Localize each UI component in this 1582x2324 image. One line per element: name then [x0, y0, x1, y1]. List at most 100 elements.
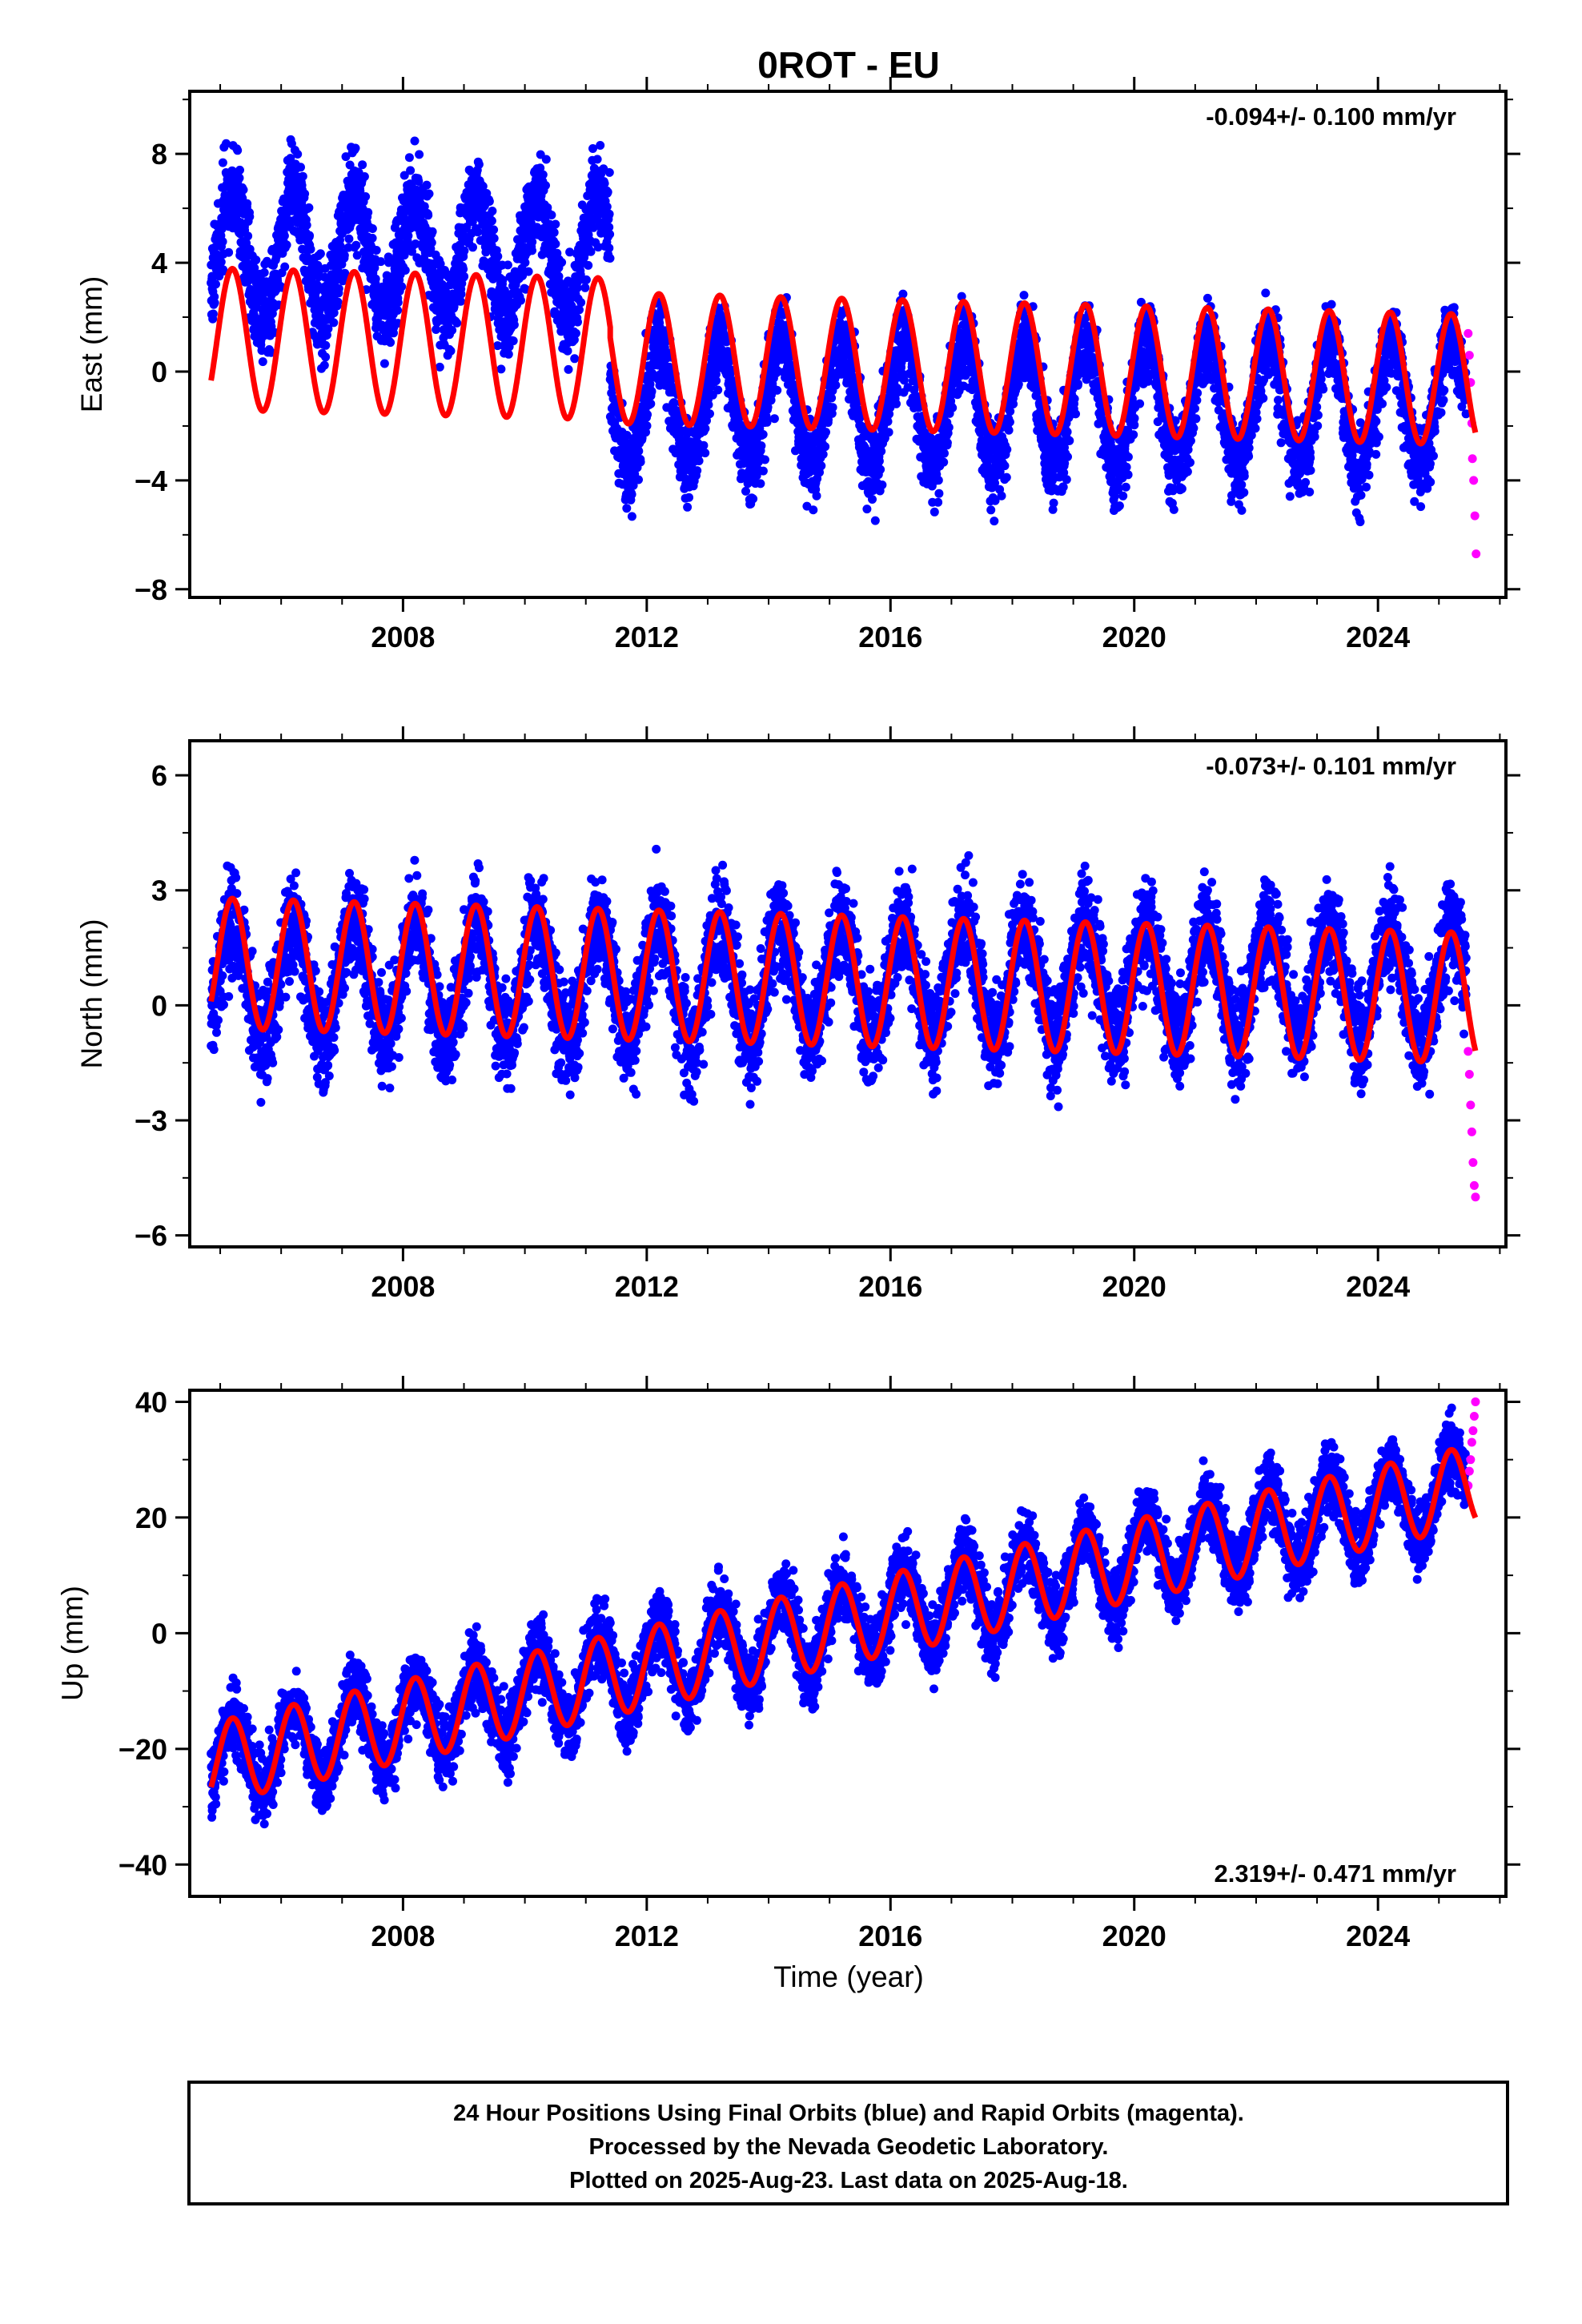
east-final-orbit-point — [557, 258, 567, 267]
east-final-orbit-point — [1019, 291, 1029, 300]
east-final-orbit-point — [693, 466, 702, 476]
east-final-orbit-point — [304, 203, 314, 212]
east-final-orbit-point — [363, 207, 373, 217]
east-final-orbit-point — [473, 227, 483, 237]
east-final-orbit-point — [1063, 452, 1072, 461]
east-final-orbit-point — [493, 341, 502, 351]
east-final-orbit-point — [573, 317, 582, 327]
east-final-orbit-point — [756, 479, 765, 489]
east-y-tick-label: 0 — [151, 356, 167, 388]
east-final-orbit-point — [749, 494, 758, 504]
east-final-orbit-point — [1129, 430, 1138, 440]
east-final-orbit-point — [541, 181, 550, 191]
east-final-orbit-point — [393, 298, 403, 308]
east-final-orbit-point — [334, 284, 343, 293]
east-final-orbit-point — [210, 298, 219, 308]
east-final-orbit-point — [572, 283, 582, 292]
east-final-orbit-point — [307, 269, 316, 279]
east-final-orbit-point — [942, 438, 952, 448]
east-final-orbit-point — [210, 292, 219, 301]
east-final-orbit-point — [1074, 379, 1082, 388]
east-final-orbit-point — [335, 241, 345, 251]
east-final-orbit-point — [446, 346, 456, 356]
east-final-orbit-point — [604, 243, 614, 253]
east-final-orbit-point — [1062, 427, 1072, 436]
east-final-orbit-point — [415, 150, 424, 159]
east-final-orbit-point — [498, 275, 508, 285]
east-final-orbit-point — [358, 160, 367, 170]
east-final-orbit-point — [757, 441, 766, 451]
east-final-orbit-point — [1189, 424, 1199, 433]
east-final-orbit-point — [762, 417, 772, 427]
east-final-orbit-point — [1177, 484, 1186, 493]
east-final-orbit-point — [489, 234, 499, 243]
east-final-orbit-point — [870, 516, 880, 525]
east-final-orbit-point — [761, 455, 769, 464]
east-final-orbit-point — [243, 231, 253, 241]
east-final-orbit-point — [634, 446, 644, 456]
east-final-orbit-point — [424, 211, 433, 220]
east-final-orbit-point — [944, 423, 954, 432]
east-final-orbit-point — [509, 320, 519, 330]
east-final-orbit-point — [584, 260, 593, 270]
east-final-orbit-point — [474, 159, 484, 169]
east-final-orbit-point — [371, 246, 381, 255]
east-x-tick-label: 2020 — [1102, 621, 1166, 653]
east-final-orbit-point — [1191, 404, 1199, 413]
east-final-orbit-point — [251, 255, 261, 265]
east-final-orbit-point — [642, 421, 652, 431]
east-final-orbit-point — [713, 385, 723, 395]
east-final-orbit-point — [551, 239, 560, 249]
east-final-orbit-point — [528, 246, 536, 255]
east-final-orbit-point — [1002, 472, 1011, 482]
east-final-orbit-point — [422, 180, 432, 190]
east-final-orbit-point — [605, 254, 615, 263]
east-final-orbit-point — [868, 495, 877, 504]
east-final-orbit-point — [576, 298, 586, 308]
east-final-orbit-point — [596, 141, 605, 150]
east-final-orbit-point — [339, 251, 349, 260]
east-final-orbit-point — [420, 202, 429, 211]
east-final-orbit-point — [812, 491, 821, 501]
east-x-tick-label: 2012 — [615, 621, 679, 653]
east-final-orbit-point — [306, 244, 315, 254]
east-final-orbit-point — [216, 257, 226, 267]
east-final-orbit-point — [404, 153, 414, 163]
east-final-orbit-point — [296, 163, 305, 172]
east-final-orbit-point — [547, 211, 556, 219]
east-final-orbit-point — [758, 466, 768, 476]
east-y-tick-label: 8 — [151, 138, 167, 171]
east-final-orbit-point — [379, 359, 389, 368]
east-final-orbit-point — [386, 338, 396, 348]
east-final-orbit-point — [817, 461, 826, 471]
east-final-orbit-point — [580, 283, 590, 292]
east-final-orbit-point — [705, 409, 714, 419]
east-final-orbit-point — [432, 325, 441, 334]
east-final-orbit-point — [883, 416, 893, 426]
east-final-orbit-point — [302, 220, 311, 230]
east-final-orbit-point — [286, 154, 295, 163]
east-final-orbit-point — [400, 171, 409, 180]
east-final-orbit-point — [478, 182, 488, 191]
east-final-orbit-point — [279, 231, 289, 240]
east-final-orbit-point — [351, 143, 360, 153]
east-final-orbit-point — [1000, 461, 1010, 471]
east-final-orbit-point — [282, 240, 291, 250]
east-final-orbit-point — [538, 170, 548, 179]
east-final-orbit-point — [459, 264, 468, 274]
east-final-orbit-point — [487, 216, 496, 226]
east-final-orbit-point — [460, 271, 469, 281]
east-final-orbit-point — [280, 262, 290, 271]
east-final-orbit-point — [219, 267, 228, 275]
east-final-orbit-point — [821, 428, 830, 437]
east-final-orbit-point — [1009, 400, 1018, 408]
east-final-orbit-point — [341, 152, 351, 162]
east-final-orbit-point — [367, 233, 377, 243]
east-final-orbit-point — [874, 456, 884, 466]
east-final-orbit-point — [428, 227, 437, 236]
east-final-orbit-point — [1193, 388, 1203, 398]
east-final-orbit-point — [898, 289, 908, 299]
east-final-orbit-point — [211, 279, 220, 289]
east-final-orbit-point — [1049, 498, 1058, 508]
